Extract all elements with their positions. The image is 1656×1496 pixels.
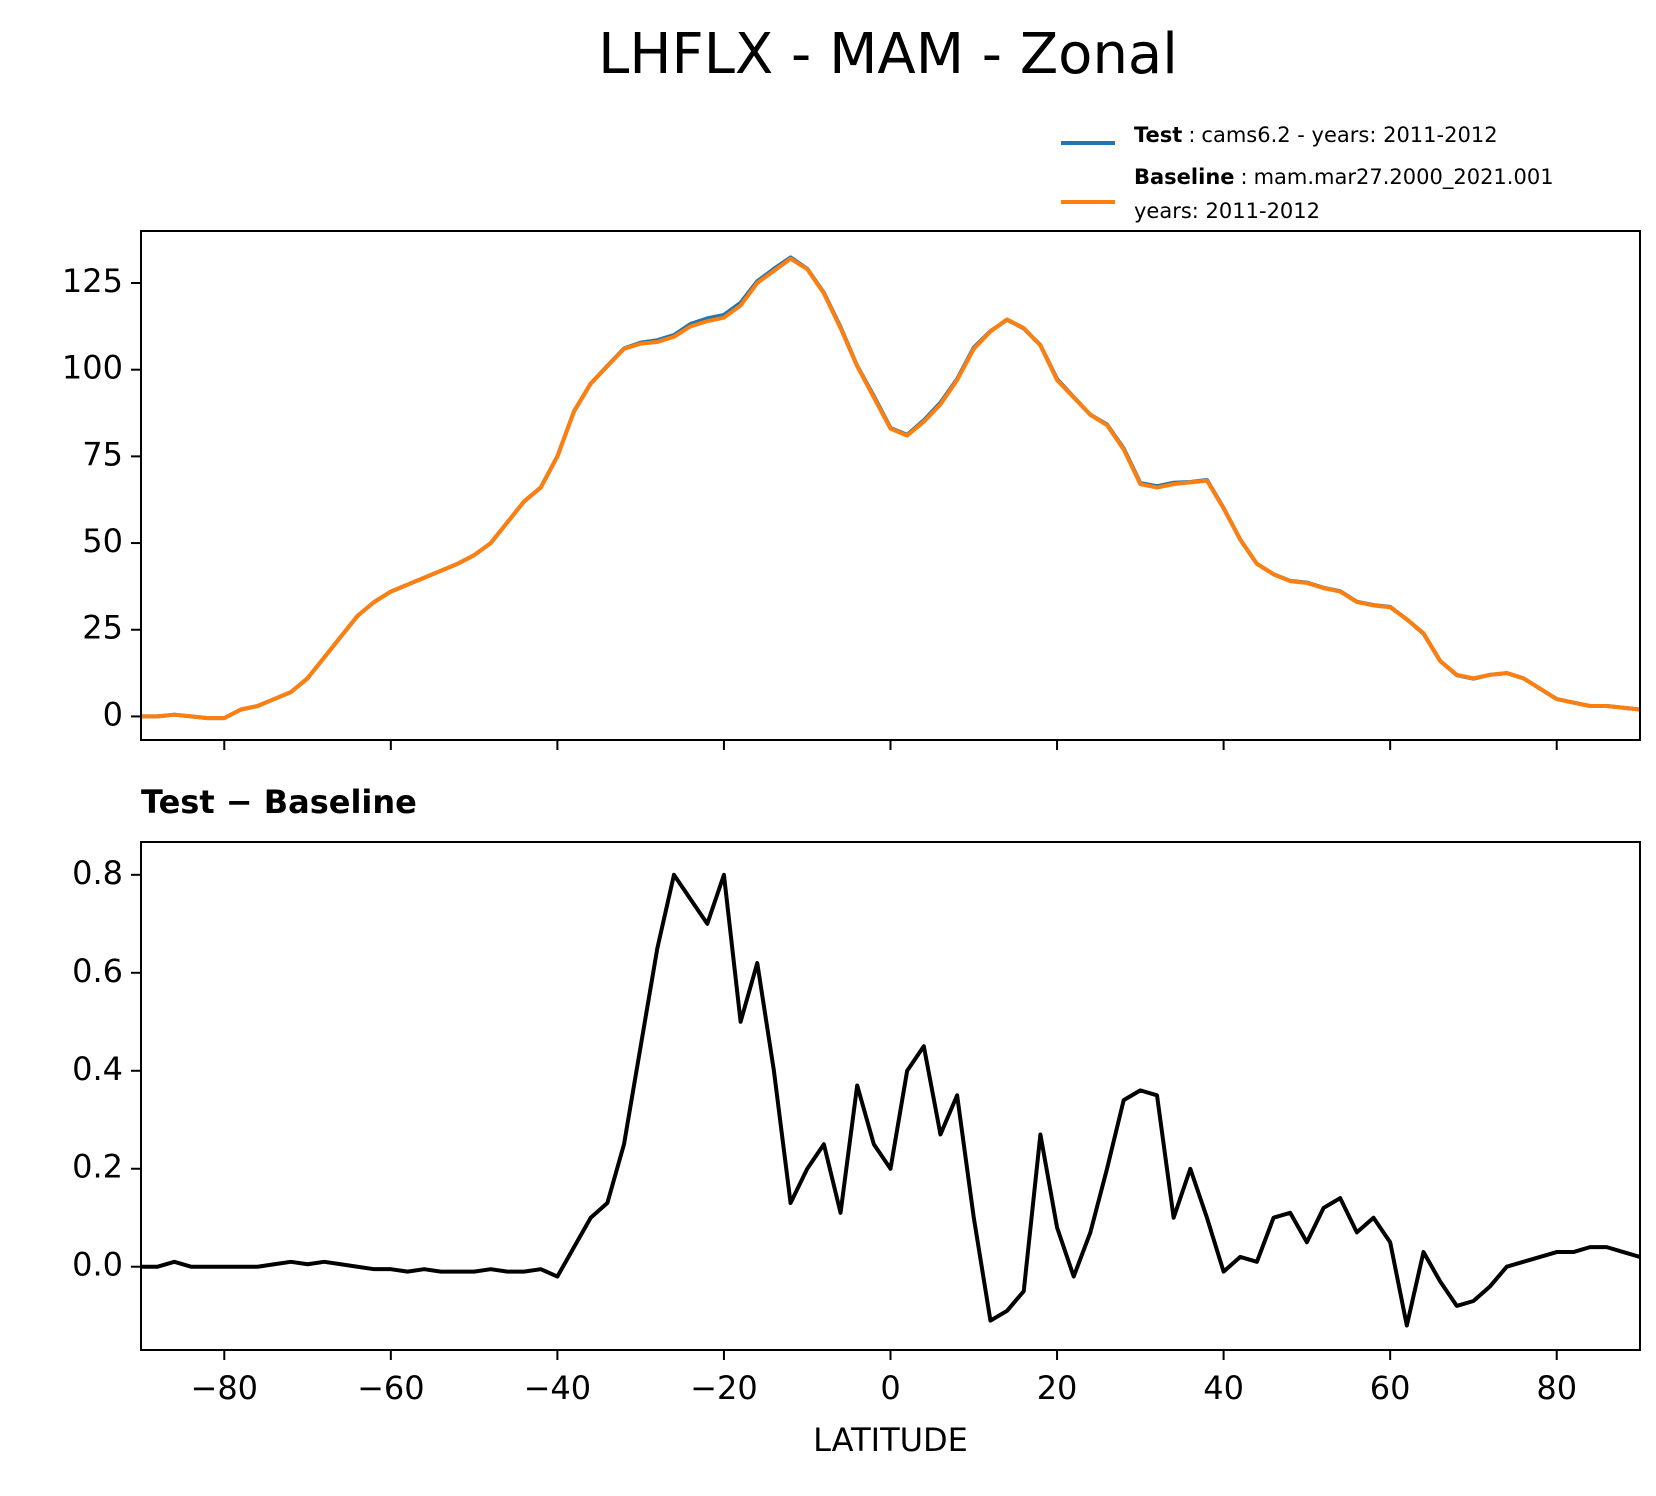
y-tick-label: 25 [82, 609, 123, 647]
subplot-title: Test − Baseline [141, 783, 417, 821]
y-tick-label: 75 [82, 435, 123, 473]
x-tick-label: −80 [191, 1369, 259, 1407]
plot-area [141, 872, 1640, 1328]
x-tick-label: 40 [1203, 1369, 1244, 1407]
x-tick-label: −20 [690, 1369, 758, 1407]
y-tick-label: 125 [62, 262, 123, 300]
x-tick-label: 60 [1370, 1369, 1411, 1407]
legend-label: Baseline: mam.mar27.2000_2021.001 [1134, 165, 1554, 190]
y-tick-label: 0.4 [72, 1050, 123, 1088]
y-tick-label: 0.8 [72, 854, 123, 892]
legend-name: Test [1134, 123, 1182, 147]
x-tick-label: 20 [1037, 1369, 1078, 1407]
data-line [141, 256, 1640, 721]
axes-frame [140, 841, 1641, 1351]
axes-frame [140, 230, 1641, 741]
data-line [141, 872, 1640, 1328]
legend-text: cams6.2 - years: 2011-2012 [1201, 123, 1497, 147]
x-axis-label: LATITUDE [813, 1421, 968, 1459]
legend-text: mam.mar27.2000_2021.001 [1254, 165, 1554, 190]
x-tick-label: 0 [880, 1369, 900, 1407]
legend-sep: : [1188, 123, 1195, 147]
y-tick-label: 100 [62, 349, 123, 387]
figure-title: LHFLX - MAM - Zonal [598, 22, 1178, 87]
y-tick-label: 0.6 [72, 952, 123, 990]
y-tick-label: 0.2 [72, 1148, 123, 1186]
x-tick-label: 80 [1536, 1369, 1577, 1407]
legend-label: Test: cams6.2 - years: 2011-2012 [1134, 123, 1498, 147]
data-line [141, 255, 1640, 721]
y-tick-label: 0.0 [72, 1246, 123, 1284]
legend-label: years: 2011-2012 [1134, 199, 1320, 223]
x-tick-label: −60 [357, 1369, 425, 1407]
y-tick-label: 50 [82, 522, 123, 560]
x-tick-label: −40 [524, 1369, 592, 1407]
plot-area [141, 255, 1640, 721]
legend-sep: : [1241, 165, 1248, 189]
y-tick-label: 0 [103, 695, 123, 733]
legend-name: Baseline [1134, 165, 1235, 189]
